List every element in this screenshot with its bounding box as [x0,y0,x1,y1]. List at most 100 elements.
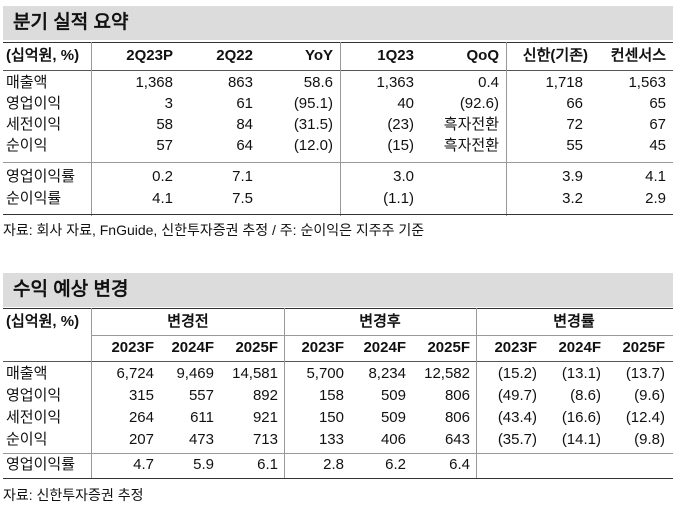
table-cell: 65 [649,95,666,112]
table2-divider [284,308,285,478]
table-cell: 61 [236,95,253,112]
table2-year-header: 2024F [363,339,406,356]
table-cell: 863 [227,74,253,91]
table-cell: 72 [566,116,583,133]
table-cell: 315 [128,387,154,404]
row-label: 매출액 [6,365,48,382]
table2-bottom-rule [3,478,673,479]
row-label: 세전이익 [6,116,62,133]
table-cell: 806 [444,387,470,404]
table-cell: (8.6) [570,387,601,404]
table-cell: (16.6) [561,409,601,426]
table-cell: (12.4) [625,409,665,426]
table-cell: 133 [318,431,344,448]
row-label: 매출액 [6,74,48,91]
table-cell: (15.2) [497,365,537,382]
row-label: 영업이익 [6,95,62,112]
table2-group-rule [92,335,673,336]
table-cell: (49.7) [497,387,537,404]
table1-bottom-rule [3,214,673,215]
row-label: 영업이익률 [6,456,76,473]
table1-source-note: 자료: 회사 자료, FnGuide, 신한투자증권 추정 / 주: 순이익은 … [3,222,425,238]
table-cell: (92.6) [459,95,499,112]
table-cell: 2.9 [645,190,666,207]
table-cell: (95.1) [293,95,333,112]
table-cell: 1,563 [628,74,666,91]
table-cell: 806 [444,409,470,426]
table1-header: 2Q23P [126,47,173,64]
table-cell: 4.7 [133,456,154,473]
table2-source-note: 자료: 신한투자증권 추정 [3,487,144,503]
table-cell: 66 [566,95,583,112]
table-cell: 406 [380,431,406,448]
table2-title: 수익 예상 변경 [3,273,673,307]
table2-top-rule [3,308,673,309]
table-cell: 6.2 [385,456,406,473]
table-cell: 509 [380,387,406,404]
table-cell: (31.5) [293,116,333,133]
table2-header-rule [3,361,673,362]
table-cell: 6,724 [116,365,154,382]
table2-divider [476,308,477,478]
table1-header: 신한(기존) [522,47,588,64]
row-label: 순이익 [6,137,48,154]
row-label: 영업이익률 [6,168,76,185]
table-cell: 1,368 [135,74,173,91]
table-cell: 3.0 [393,168,414,185]
row-label: 순이익률 [6,190,62,207]
table-cell: 509 [380,409,406,426]
table-cell: 3.9 [562,168,583,185]
table-cell: 45 [649,137,666,154]
table2-year-header: 2023F [111,339,154,356]
table-cell: 6.1 [257,456,278,473]
table-cell: 473 [188,431,214,448]
table-cell: 264 [128,409,154,426]
table-cell: 611 [190,409,214,426]
table-cell: 67 [649,116,666,133]
table-cell: (13.7) [625,365,665,382]
table1-divider [91,42,92,216]
table-cell: 1,363 [376,74,414,91]
table-cell: (9.6) [634,387,665,404]
table-cell: 58.6 [303,74,333,91]
table1-header: 1Q23 [377,47,414,64]
table-cell: 713 [252,431,278,448]
table1-header-rule [3,70,673,71]
table-cell: 557 [188,387,214,404]
table2-year-header: 2023F [494,339,537,356]
table-cell: 55 [566,137,583,154]
table1-header: YoY [304,47,333,64]
table-cell: 4.1 [152,190,173,207]
table-cell: (15) [387,137,414,154]
table2-mid-rule [3,453,673,454]
table-cell: (9.8) [634,431,665,448]
table-cell: 1,718 [545,74,583,91]
table1-header: 컨센서스 [610,47,666,64]
table-cell: 7.1 [232,168,253,185]
table-cell: 892 [252,387,278,404]
row-label: 영업이익 [6,387,62,404]
row-label: 세전이익 [6,409,62,426]
table2-group-header: 변경률 [553,313,595,330]
table-cell: 158 [318,387,344,404]
table1-divider [340,42,341,216]
table-cell: 14,581 [232,365,278,382]
table-cell: 64 [236,137,253,154]
table1-top-rule [3,42,673,43]
table-cell: 2.8 [323,456,344,473]
table-cell: 6.4 [449,456,470,473]
table-cell: 3 [164,95,173,112]
table1-divider [506,42,507,216]
table-cell: 7.5 [232,190,253,207]
table-cell: 84 [236,116,253,133]
table2-year-header: 2023F [301,339,344,356]
table-cell: 5.9 [193,456,214,473]
table1-title: 분기 실적 요약 [3,6,673,40]
table-cell: 8,234 [368,365,406,382]
table-cell: 57 [156,137,173,154]
table1-unit-label: (십억원, %) [6,47,80,64]
table-cell: (14.1) [561,431,601,448]
table2-year-header: 2025F [235,339,278,356]
table-cell: (23) [387,116,414,133]
table-cell: 643 [444,431,470,448]
